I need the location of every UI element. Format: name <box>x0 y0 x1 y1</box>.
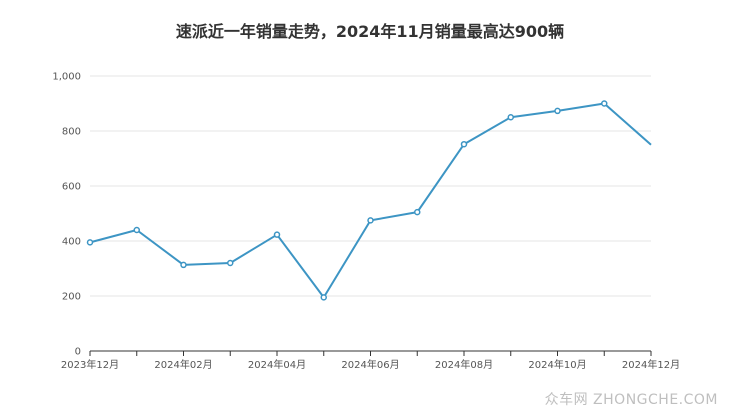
axes <box>89 350 652 356</box>
grid-lines <box>90 75 651 297</box>
data-point[interactable] <box>320 294 327 301</box>
data-point[interactable] <box>227 259 234 267</box>
data-point[interactable] <box>460 140 468 148</box>
y-tick-label: 200 <box>62 292 81 303</box>
y-tick-label: 600 <box>62 182 81 193</box>
x-tick-label: 2023年12月 <box>61 358 119 371</box>
x-tick-label: 2024年08月 <box>435 358 493 371</box>
x-tick-label: 2024年04月 <box>248 358 306 371</box>
data-point[interactable] <box>133 226 140 234</box>
data-point[interactable] <box>273 231 281 238</box>
x-tick-label: 2024年12月 <box>622 358 680 371</box>
chart-title: 速派近一年销量走势，2024年11月销量最高达900辆 <box>175 22 565 41</box>
data-point[interactable] <box>507 114 514 121</box>
y-tick-labels: 0 200 400 600 800 1,000 <box>52 72 81 358</box>
data-point[interactable] <box>367 217 374 224</box>
x-tick-labels: 2023年12月 2024年02月 2024年04月 2024年06月 2024年08月… <box>61 358 680 371</box>
data-point[interactable] <box>601 100 608 107</box>
data-point[interactable] <box>180 261 187 269</box>
data-point[interactable] <box>86 239 94 246</box>
x-tick-label: 2024年10月 <box>528 358 586 371</box>
x-tick-label: 2024年02月 <box>154 358 212 371</box>
y-tick-label: 1,000 <box>52 72 81 83</box>
data-point[interactable] <box>554 107 561 115</box>
y-tick-label: 0 <box>75 347 81 358</box>
data-point[interactable] <box>414 208 421 216</box>
watermark: 众车网 ZHONGCHE.COM <box>544 392 718 408</box>
series-line <box>89 102 652 299</box>
x-tick-label: 2024年06月 <box>341 358 399 371</box>
y-tick-label: 800 <box>62 127 81 138</box>
y-tick-label: 400 <box>62 237 81 248</box>
series-layer <box>86 100 652 301</box>
